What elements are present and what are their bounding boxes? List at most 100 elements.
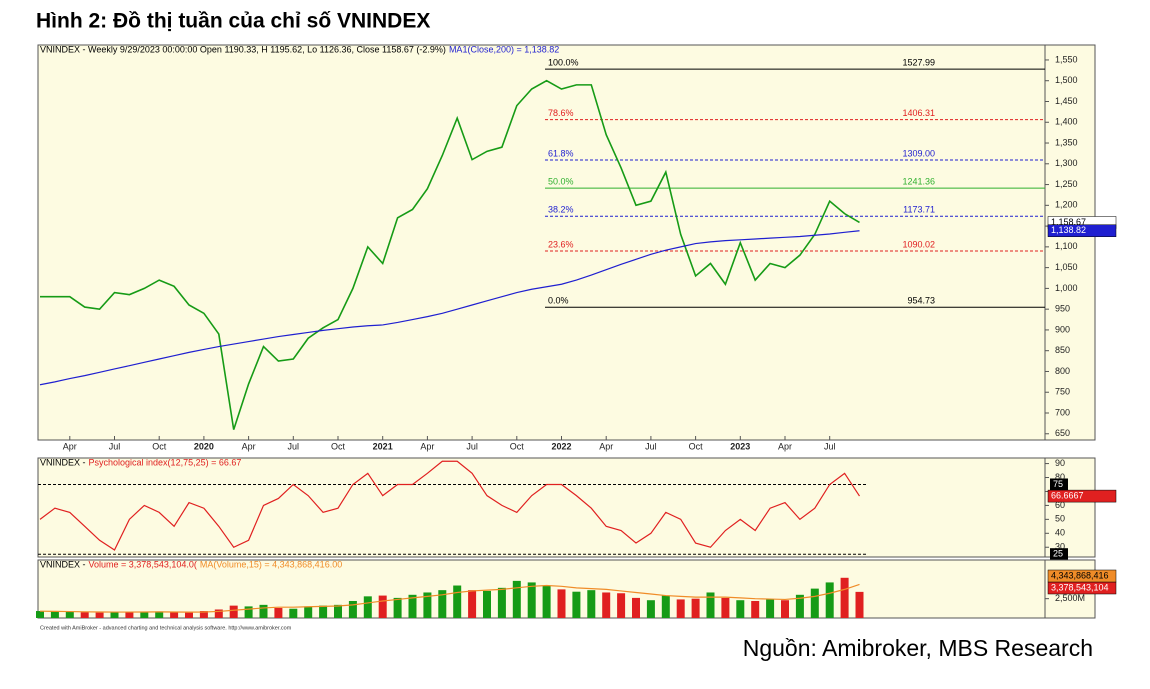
reference-tag-label: 75 <box>1053 479 1063 489</box>
volume-bar <box>36 611 44 618</box>
volume-bar <box>408 594 417 618</box>
y-tick-label: 1,450 <box>1055 96 1078 106</box>
fib-value: 954.73 <box>907 296 935 306</box>
value-tag-label: 66.6667 <box>1051 490 1084 500</box>
series-line <box>40 79 860 430</box>
volume-bar <box>274 607 283 618</box>
volume-bar <box>438 590 447 618</box>
volume-bar <box>661 595 670 618</box>
panel-header: Psychological index(12,75,25) = 66.67 <box>89 457 242 467</box>
credit: Created with AmiBroker - advanced charti… <box>40 625 292 631</box>
y-tick-label: 1,200 <box>1055 200 1078 210</box>
fib-value: 1173.71 <box>903 205 935 215</box>
y-tick-label: 850 <box>1055 345 1070 355</box>
y-tick-label: 1,400 <box>1055 117 1078 127</box>
fib-value: 1406.31 <box>902 108 935 118</box>
volume-bar <box>80 612 89 618</box>
panel-header: VNINDEX - <box>40 457 86 467</box>
x-tick-label: Apr <box>599 441 613 451</box>
fib-value: 1241.36 <box>902 177 935 187</box>
volume-bar <box>289 608 298 618</box>
y-tick-label: 50 <box>1055 514 1065 524</box>
volume-bar <box>110 611 119 618</box>
panel <box>37 559 1096 619</box>
volume-bar <box>497 587 506 618</box>
x-tick-label: Oct <box>689 441 704 451</box>
y-tick-label: 80 <box>1055 472 1065 482</box>
panel-header: MA(Volume,15) = 4,343,868,416.00 <box>200 559 342 569</box>
y-tick-label: 2,500M <box>1055 593 1085 603</box>
volume-bar <box>781 600 789 618</box>
volume-bar <box>617 593 626 618</box>
value-tag-label: 3,378,543,104 <box>1051 582 1109 592</box>
reference-tag <box>1050 548 1068 561</box>
panel <box>37 457 1096 558</box>
volume-bar <box>840 577 849 618</box>
volume-bar <box>423 592 432 618</box>
fib-label: 38.2% <box>548 205 574 215</box>
volume-bar <box>453 585 462 618</box>
y-tick-label: 750 <box>1055 387 1070 397</box>
value-tag-label: 4,343,868,416 <box>1051 570 1109 580</box>
volume-bar <box>691 598 700 618</box>
volume-bar <box>125 612 134 618</box>
panel-header: MA1(Close,200) = 1,138.82 <box>449 44 559 54</box>
fib-value: 1527.99 <box>902 57 935 67</box>
y-tick-label: 1,300 <box>1055 158 1078 168</box>
x-tick-label: Oct <box>152 441 167 451</box>
value-tag <box>1047 224 1117 237</box>
volume-bar <box>334 604 342 618</box>
y-tick-label: 650 <box>1055 428 1070 438</box>
panel-header: VNINDEX - Weekly 9/29/2023 00:00:00 Open… <box>40 44 446 54</box>
volume-bar <box>348 600 357 618</box>
x-tick-label: Jul <box>288 441 300 451</box>
series-line <box>39 230 860 386</box>
y-tick-label: 800 <box>1055 366 1070 376</box>
volume-bar <box>602 592 611 618</box>
page-title: Hình 2: Đồ thị tuần của chỉ số VNINDEX <box>36 10 430 33</box>
x-tick-label: 2020 <box>194 441 214 451</box>
x-tick-label: Apr <box>778 441 792 451</box>
volume-bar <box>572 591 581 618</box>
fib-value: 1309.00 <box>902 148 935 158</box>
y-tick-label: 1,000 <box>1055 283 1078 293</box>
volume-bar <box>140 611 149 618</box>
x-tick-label: Apr <box>63 441 77 451</box>
volume-bar <box>736 600 745 618</box>
panel-header: VNINDEX - <box>40 559 86 569</box>
panel-header: Volume = 3,378,543,104.0( <box>89 559 197 569</box>
x-tick-label: Jul <box>109 441 121 451</box>
x-tick-label: Apr <box>420 441 434 451</box>
volume-bar <box>542 585 551 618</box>
x-tick-label: Apr <box>242 441 256 451</box>
series-line <box>39 460 861 551</box>
volume-bar <box>393 597 402 618</box>
volume-bar <box>363 596 372 618</box>
y-tick-label: 90 <box>1055 458 1065 468</box>
y-tick-label: 1,550 <box>1055 54 1078 64</box>
value-tag <box>1047 489 1117 503</box>
volume-bar <box>721 597 730 618</box>
volume-bar <box>244 606 253 618</box>
volume-bar <box>170 612 179 618</box>
x-tick-label: 2021 <box>373 441 393 451</box>
volume-bar <box>214 609 223 618</box>
volume-bar <box>65 611 74 618</box>
x-tick-label: Oct <box>510 441 525 451</box>
value-tag-label: 1,138.82 <box>1051 225 1086 235</box>
fib-label: 61.8% <box>548 148 574 158</box>
panel <box>37 44 1096 441</box>
volume-bar <box>483 590 491 618</box>
volume-bar <box>468 590 477 618</box>
volume-bar <box>855 591 864 618</box>
x-tick-label: 2023 <box>730 441 750 451</box>
volume-bar <box>557 589 566 618</box>
y-tick-label: 900 <box>1055 324 1070 334</box>
y-tick-label: 40 <box>1055 528 1065 538</box>
y-tick-label: 700 <box>1055 407 1070 417</box>
fib-label: 78.6% <box>548 108 574 118</box>
volume-bar <box>199 611 208 618</box>
volume-bar <box>259 604 268 618</box>
x-tick-label: Jul <box>824 441 836 451</box>
volume-bar <box>155 611 164 618</box>
